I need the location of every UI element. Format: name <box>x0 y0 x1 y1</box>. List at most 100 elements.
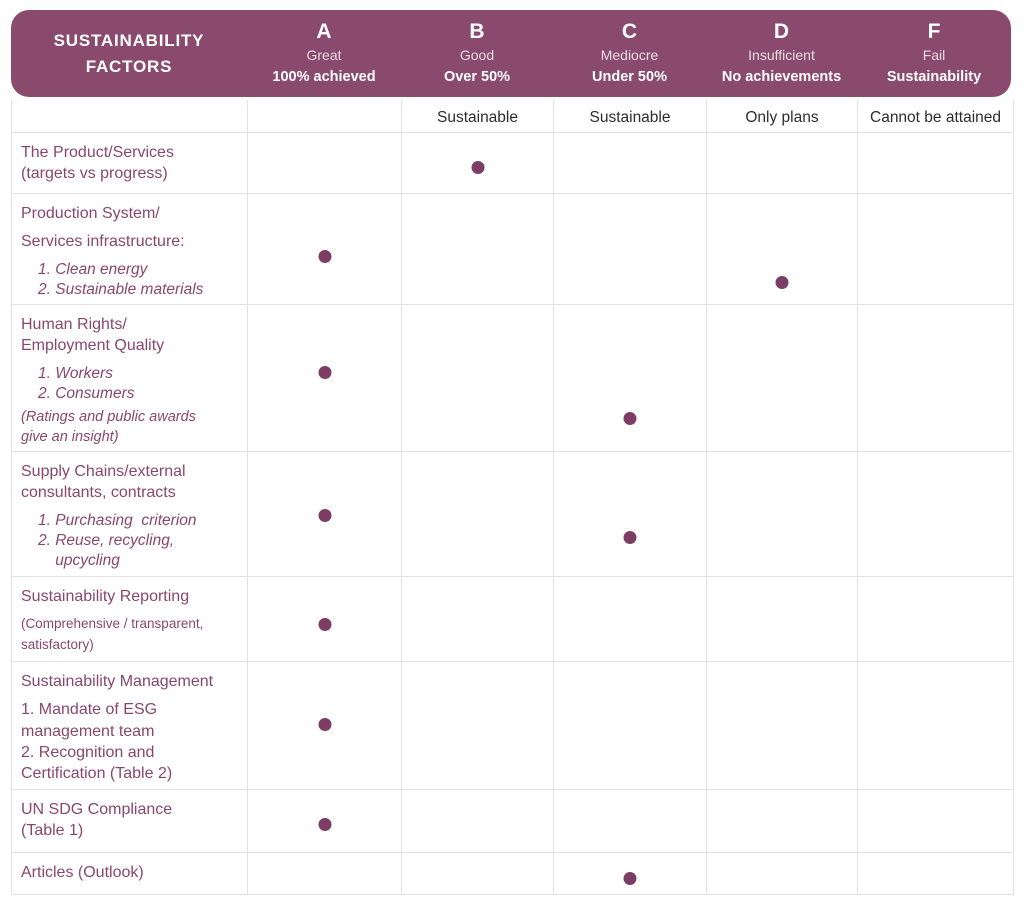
cell-row-1-grade-d <box>706 133 857 194</box>
grade-detail-f: Sustainability <box>886 68 982 85</box>
factor-cell-row-8: Articles (Outlook) <box>11 853 247 895</box>
cell-row-6-grade-d <box>706 662 857 790</box>
cell-row-6-grade-c <box>553 662 706 790</box>
cell-row-6-grade-f <box>857 662 1014 790</box>
rating-dot <box>471 160 484 174</box>
rating-dot <box>318 617 331 631</box>
factor-cell-row-2: Production System/Services infrastructur… <box>11 194 247 305</box>
cell-row-3-grade-c <box>553 305 706 452</box>
factor-cell-row-1: The Product/Services (targets vs progres… <box>11 133 247 194</box>
grade-letter-f: F <box>927 20 941 43</box>
factor-text: Production System/ <box>21 205 160 222</box>
cell-row-4-grade-a <box>247 452 401 577</box>
subheader-factor-cell <box>11 100 247 133</box>
cell-row-8-grade-a <box>247 853 401 895</box>
cell-row-8-grade-b <box>401 853 553 895</box>
grade-label-a: Great <box>306 47 342 64</box>
cell-row-4-grade-c <box>553 452 706 577</box>
cell-row-5-grade-f <box>857 577 1014 662</box>
grade-detail-b: Over 50% <box>443 68 511 85</box>
factor-text: Human Rights/ Employment Quality <box>21 316 165 355</box>
cell-row-2-grade-b <box>401 194 553 305</box>
subheader-b: Sustainable <box>401 100 553 133</box>
grade-label-d: Insufficient <box>748 47 815 64</box>
cell-row-3-grade-a <box>247 305 401 452</box>
grade-label-b: Good <box>459 47 495 64</box>
cell-row-2-grade-d <box>706 194 857 305</box>
rating-dot <box>318 817 331 831</box>
factor-text: 1. Workers 2. Consumers <box>38 364 135 402</box>
column-header-b: B Good Over 50% <box>401 10 553 97</box>
factor-text: The Product/Services (targets vs progres… <box>21 144 174 183</box>
factor-text: UN SDG Compliance (Table 1) <box>21 801 173 840</box>
cell-row-4-grade-d <box>706 452 857 577</box>
factor-cell-row-4: Supply Chains/external consultants, cont… <box>11 452 247 577</box>
cell-row-8-grade-d <box>706 853 857 895</box>
rating-dot <box>318 365 331 379</box>
rating-dot <box>623 411 637 425</box>
column-header-a: A Great 100% achieved <box>247 10 401 97</box>
cell-row-7-grade-c <box>553 790 706 853</box>
cell-row-3-grade-f <box>857 305 1014 452</box>
factor-cell-row-7: UN SDG Compliance (Table 1) <box>11 790 247 853</box>
cell-row-6-grade-b <box>401 662 553 790</box>
table-header-band: SUSTAINABILITY FACTORS A Great 100% achi… <box>11 10 1011 97</box>
subheader-d: Only plans <box>706 100 857 133</box>
grade-label-f: Fail <box>922 47 946 64</box>
factor-text: Sustainability Reporting <box>21 588 190 605</box>
rating-dot <box>318 508 331 522</box>
grade-letter-b: B <box>469 20 485 43</box>
cell-row-3-grade-d <box>706 305 857 452</box>
factor-text: (Ratings and public awards give an insig… <box>21 408 196 446</box>
subheader-f: Cannot be attained <box>857 100 1014 133</box>
rating-dot <box>318 717 331 731</box>
cell-row-5-grade-b <box>401 577 553 662</box>
grade-letter-c: C <box>621 20 638 43</box>
cell-row-2-grade-f <box>857 194 1014 305</box>
rating-grid: Sustainable Sustainable Only plans Cannot b… <box>11 100 1014 895</box>
rating-dot <box>623 530 637 544</box>
grade-letter-a: A <box>316 20 332 43</box>
factor-cell-row-3: Human Rights/ Employment Quality 1. Worke… <box>11 305 247 452</box>
factor-text: Supply Chains/external consultants, cont… <box>21 463 186 502</box>
rating-dot <box>775 275 789 289</box>
cell-row-2-grade-c <box>553 194 706 305</box>
grade-detail-a: 100% achieved <box>272 68 376 85</box>
factor-text: Sustainability Management <box>21 673 214 690</box>
rating-dot <box>623 871 637 885</box>
factor-text: Articles (Outlook) <box>21 864 144 881</box>
cell-row-7-grade-f <box>857 790 1014 853</box>
cell-row-8-grade-c <box>553 853 706 895</box>
subheader-c: Sustainable <box>553 100 706 133</box>
cell-row-5-grade-c <box>553 577 706 662</box>
table-title: SUSTAINABILITY FACTORS <box>53 31 205 76</box>
cell-row-3-grade-b <box>401 305 553 452</box>
cell-row-7-grade-a <box>247 790 401 853</box>
grade-detail-d: No achievements <box>721 68 842 85</box>
cell-row-4-grade-b <box>401 452 553 577</box>
cell-row-1-grade-c <box>553 133 706 194</box>
column-header-d: D Insufficient No achievements <box>706 10 857 97</box>
cell-row-7-grade-d <box>706 790 857 853</box>
cell-row-1-grade-b <box>401 133 553 194</box>
grade-detail-c: Under 50% <box>592 68 667 85</box>
factor-cell-row-5: Sustainability Reporting (Comprehensive /… <box>11 577 247 662</box>
cell-row-7-grade-b <box>401 790 553 853</box>
grade-label-c: Mediocre <box>600 47 659 64</box>
subheader-a <box>247 100 401 133</box>
factor-text: (Comprehensive / transparent, satisfacto… <box>21 616 204 653</box>
factor-text: 1. Mandate of ESG management team 2. Rec… <box>21 701 173 783</box>
column-header-f: F Fail Sustainability <box>857 10 1011 97</box>
factor-text: Services infrastructure: <box>21 233 185 251</box>
cell-row-4-grade-f <box>857 452 1014 577</box>
cell-row-5-grade-a <box>247 577 401 662</box>
cell-row-8-grade-f <box>857 853 1014 895</box>
cell-row-2-grade-a <box>247 194 401 305</box>
cell-row-1-grade-f <box>857 133 1014 194</box>
cell-row-5-grade-d <box>706 577 857 662</box>
cell-row-1-grade-a <box>247 133 401 194</box>
factor-cell-row-6: Sustainability Management 1. Mandate of E… <box>11 662 247 790</box>
factor-text: 1. Clean energy 2. Sustainable materials <box>38 260 204 298</box>
cell-row-6-grade-a <box>247 662 401 790</box>
